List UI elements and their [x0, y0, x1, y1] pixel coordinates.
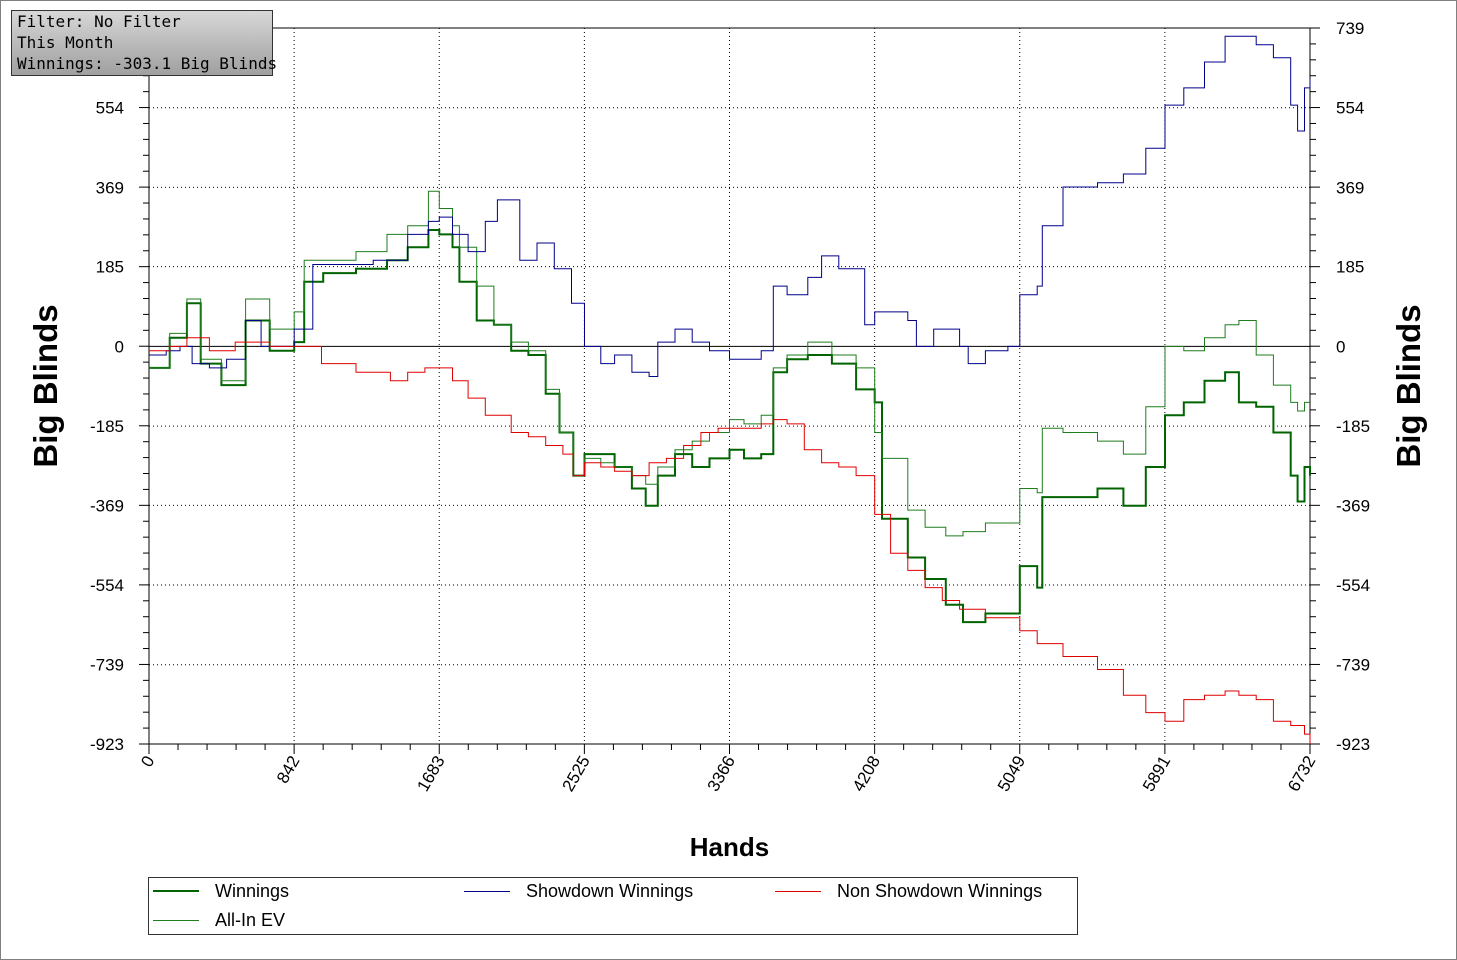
x-tick-label: 2525	[558, 753, 593, 795]
legend-item-all-in-ev: All-In EV	[153, 909, 285, 931]
y-tick-label-left: -923	[90, 735, 124, 754]
series-line-showdown-winnings	[149, 35, 1311, 377]
y-tick-label-right: -923	[1336, 735, 1370, 754]
y-tick-label-left: 0	[115, 337, 124, 356]
y-axis-title-left: Big Blinds	[27, 304, 64, 467]
legend-swatch-non-showdown-winnings	[775, 890, 821, 892]
legend-swatch-showdown-winnings	[464, 890, 510, 892]
y-tick-label-left: -185	[90, 417, 124, 436]
period-text: This Month	[17, 33, 114, 52]
legend-label-all-in-ev: All-In EV	[215, 909, 286, 930]
series-line-winnings	[149, 229, 1311, 624]
y-tick-label-right: -554	[1336, 576, 1370, 595]
y-tick-label-right: -739	[1336, 656, 1370, 675]
legend-label-winnings: Winnings	[215, 880, 290, 901]
y-tick-label-left: -369	[90, 496, 124, 515]
grid	[149, 27, 1310, 745]
y-tick-label-left: -554	[90, 576, 124, 595]
y-tick-label-left: -739	[90, 656, 124, 675]
legend-label-non-showdown-winnings: Non Showdown Winnings	[837, 880, 1043, 901]
y-tick-label-right: -185	[1336, 417, 1370, 436]
x-tick-label: 6732	[1284, 753, 1319, 795]
y-axis-title-right: Big Blinds	[1390, 304, 1427, 467]
legend-item-showdown-winnings: Showdown Winnings	[464, 880, 693, 902]
filter-info-box: Filter: No Filter This Month Winnings: -…	[11, 10, 278, 76]
legend: Winnings All-In EV Showdown Winnings Non…	[148, 877, 1078, 935]
winnings-summary-text: Winnings: -303.1 Big Blinds	[17, 54, 278, 73]
y-tick-label-right: 739	[1336, 19, 1364, 38]
x-tick-label: 5891	[1139, 753, 1174, 795]
y-tick-label-right: 0	[1336, 337, 1345, 356]
x-tick-label: 1683	[413, 753, 448, 795]
x-tick-label: 5049	[994, 753, 1029, 795]
x-tick-label: 842	[273, 753, 304, 787]
x-tick-label: 0	[137, 753, 158, 771]
legend-item-winnings: Winnings	[153, 880, 289, 902]
y-tick-label-left: 369	[96, 178, 124, 197]
series-line-all-in-ev	[149, 190, 1310, 537]
x-tick-label: 4208	[849, 753, 884, 795]
x-axis-title: Hands	[690, 832, 769, 862]
filter-text: Filter: No Filter	[17, 12, 181, 31]
legend-label-showdown-winnings: Showdown Winnings	[526, 880, 694, 901]
x-tick-label: 3366	[704, 753, 739, 795]
y-tick-label-right: 554	[1336, 99, 1364, 118]
series-line-non-showdown-winnings	[149, 337, 1311, 744]
legend-item-non-showdown-winnings: Non Showdown Winnings	[775, 880, 1042, 902]
legend-swatch-winnings	[153, 890, 199, 892]
y-tick-label-right: -369	[1336, 496, 1370, 515]
y-tick-label-left: 185	[96, 258, 124, 277]
series-layer	[149, 35, 1311, 744]
y-tick-label-right: 185	[1336, 258, 1364, 277]
y-tick-label-left: 554	[96, 99, 124, 118]
y-tick-label-right: 369	[1336, 178, 1364, 197]
legend-swatch-all-in-ev	[153, 919, 199, 921]
